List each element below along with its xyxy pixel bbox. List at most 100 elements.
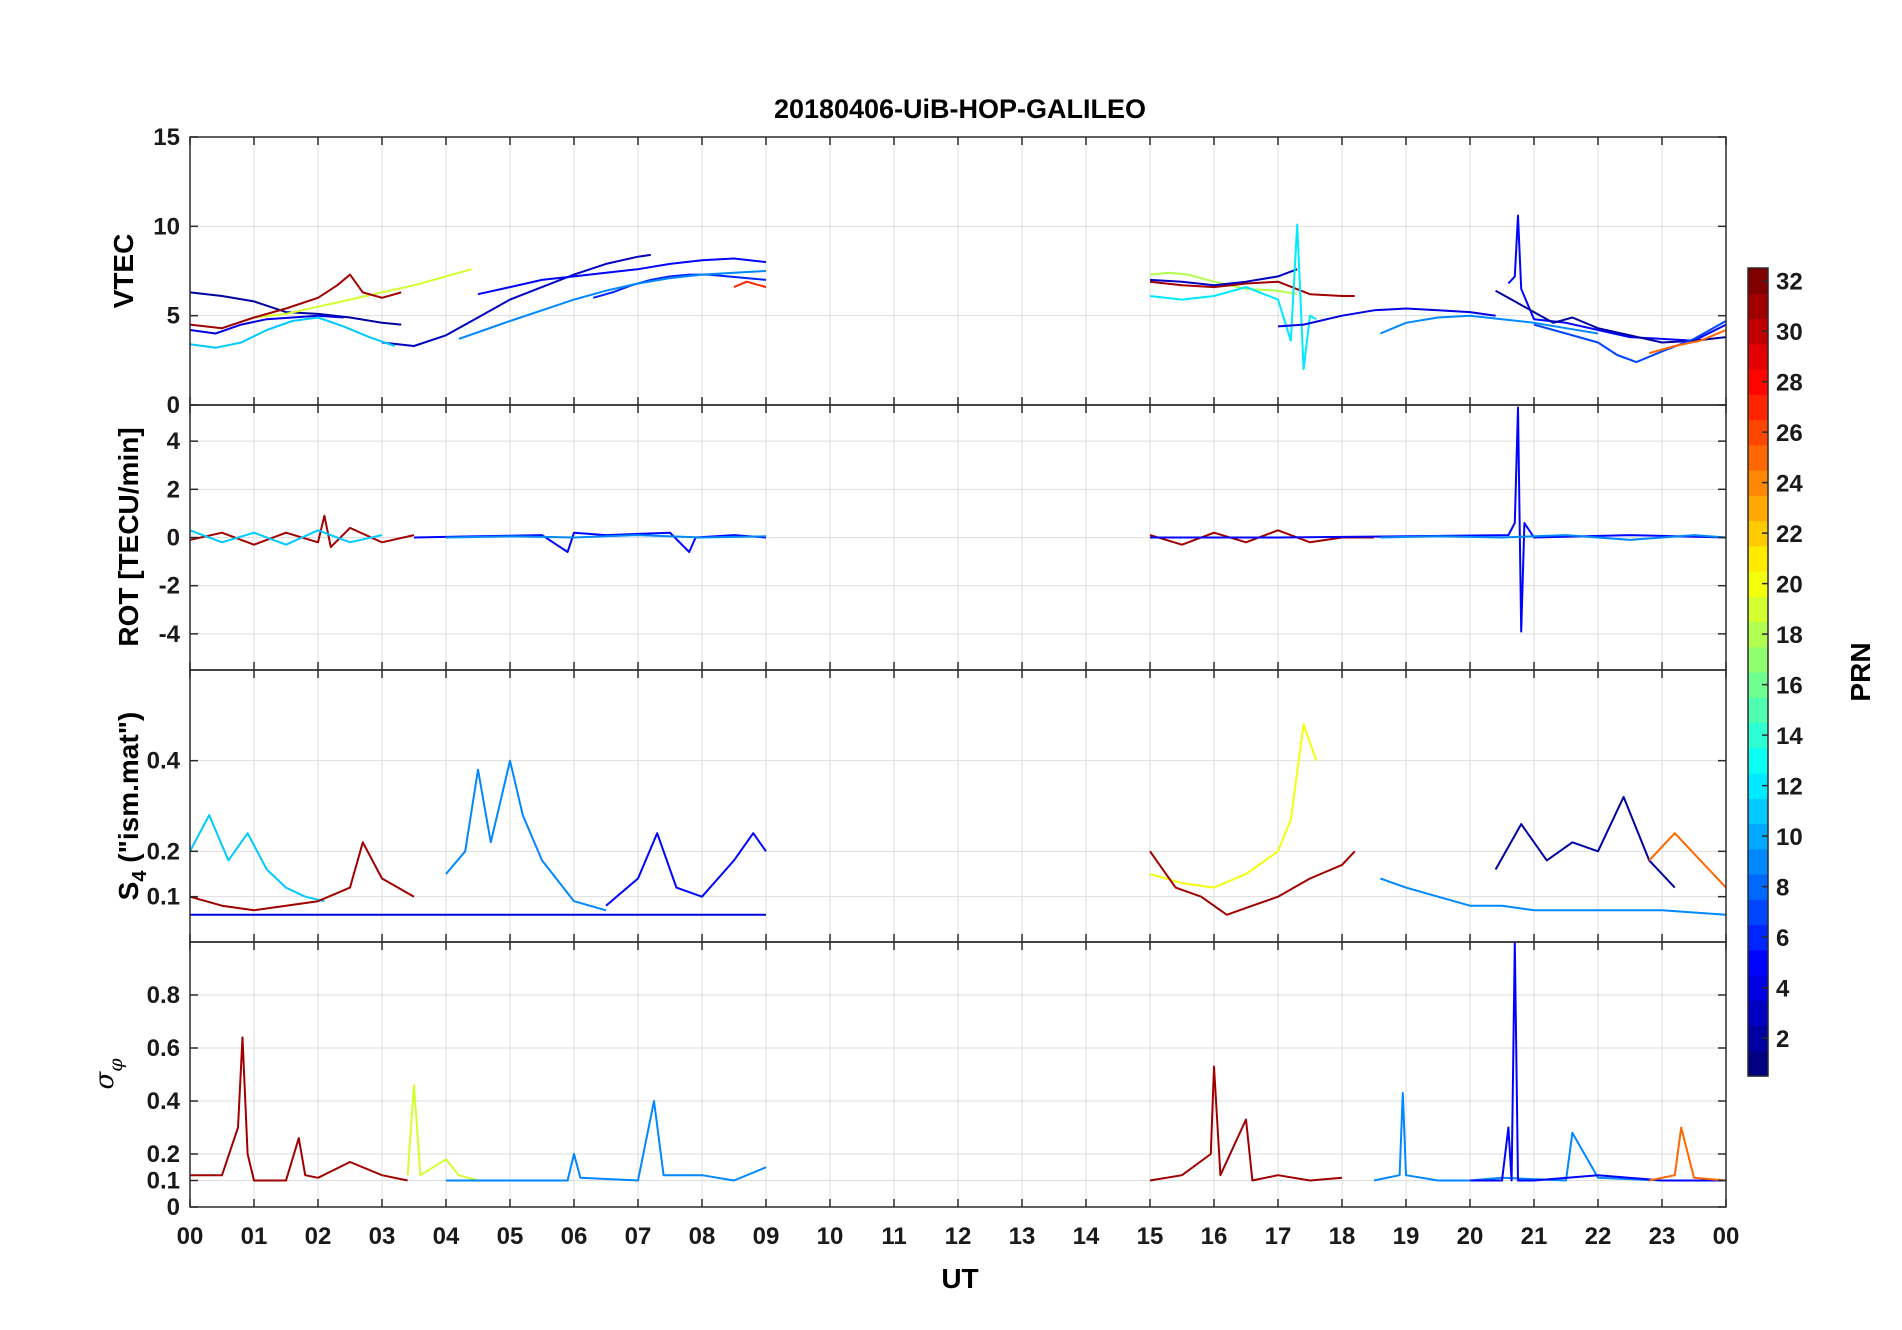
colorbar-tick-label: 6 — [1776, 925, 1789, 952]
colorbar-tick-label: 18 — [1776, 622, 1803, 649]
colorbar-segment — [1748, 949, 1768, 976]
colorbar-segment — [1748, 697, 1768, 724]
colorbar-segment — [1748, 444, 1768, 471]
x-tick-label: 13 — [1009, 1223, 1036, 1250]
panel-s4: 0.1 0.2 0.4 S4 ("ism.mat") — [113, 669, 1727, 943]
series-rot-prn-31 — [1149, 529, 1374, 546]
colorbar-tick-label: 24 — [1776, 471, 1803, 498]
x-tick-label: 19 — [1393, 1223, 1420, 1250]
y-label-vtec: VTEC — [108, 234, 139, 309]
colorbar-segment — [1748, 318, 1768, 345]
series-group-s4 — [190, 723, 1726, 916]
y-ticks-s4: 0.1 0.2 0.4 — [147, 670, 1727, 942]
panel-vtec: 0 5 10 15 VTEC — [108, 124, 1727, 419]
colorbar-segment — [1748, 596, 1768, 623]
series-vtec-prn-12 — [1149, 223, 1317, 371]
series-vtec-prn-9 — [458, 270, 767, 340]
colorbar-segment — [1748, 621, 1768, 648]
y-ticks-vtec: 0 5 10 15 — [153, 124, 1727, 419]
y-ticks-rot: -4 -2 0 2 4 — [159, 405, 1727, 670]
colorbar-segment — [1748, 798, 1768, 825]
y-tick-label-vtec: 10 — [153, 213, 180, 240]
y-tick-label-sigma_phi: 0 — [167, 1194, 180, 1221]
series-s4-prn-11 — [190, 814, 325, 903]
colorbar-segment — [1748, 773, 1768, 799]
x-tick-label: 17 — [1265, 1223, 1292, 1250]
series-s4-prn-31 — [1149, 850, 1356, 916]
x-tick-label: 15 — [1137, 1223, 1164, 1250]
series-vtec-prn-4 — [1277, 307, 1496, 328]
series-vtec-prn-4 — [190, 314, 344, 335]
colorbar-segment — [1748, 470, 1768, 496]
x-tick-label: 16 — [1201, 1223, 1228, 1250]
colorbar-segment — [1748, 495, 1768, 522]
colorbar-segment — [1748, 293, 1768, 320]
series-s4-prn-9 — [445, 759, 607, 912]
colorbar-frame — [1747, 267, 1769, 1077]
colorbar-segment — [1748, 545, 1768, 572]
colorbar-tick-label: 10 — [1776, 824, 1803, 851]
series-vtec-prn-18 — [1149, 271, 1298, 296]
colorbar-tick-label: 32 — [1776, 269, 1803, 296]
series-s4-prn-5 — [605, 832, 767, 907]
x-tick-label: 22 — [1585, 1223, 1612, 1250]
panel-sigma-phi: 00.10.2 0.4 0.6 0.8 σφ — [90, 941, 1727, 1221]
x-axis-label: UT — [941, 1263, 978, 1294]
y-label-sigma-phi: σφ — [90, 1058, 127, 1090]
colorbar-tick-label: 12 — [1776, 774, 1803, 801]
x-tick-label: 07 — [625, 1223, 652, 1250]
y-tick-label-sigma_phi: 0.6 — [147, 1035, 180, 1062]
series-s4-prn-25 — [1648, 832, 1726, 889]
colorbar-label: PRN — [1845, 642, 1876, 701]
x-tick-label: 06 — [561, 1223, 588, 1250]
y-tick-label-rot: -2 — [159, 573, 180, 600]
series-vtec-prn-25 — [1648, 329, 1726, 355]
y-tick-label-sigma_phi: 0.2 — [147, 1141, 180, 1168]
colorbar-gradient — [1748, 268, 1768, 1077]
x-tick-label: 20 — [1457, 1223, 1484, 1250]
colorbar-tick-label: 8 — [1776, 875, 1789, 902]
y-label-rot: ROT [TECU/min] — [113, 427, 144, 646]
series-s4-prn-31 — [190, 841, 415, 912]
series-vtec-prn-5 — [1507, 214, 1726, 342]
y-tick-label-rot: 2 — [167, 476, 180, 503]
x-tick-label: 08 — [689, 1223, 716, 1250]
y-tick-label-vtec: 0 — [167, 392, 180, 419]
series-group-rot — [190, 406, 1726, 633]
grid-vtec — [189, 136, 1727, 406]
colorbar-segment — [1748, 1050, 1768, 1077]
x-tick-label: 00 — [1713, 1223, 1740, 1250]
series-rot-prn-5 — [413, 531, 767, 553]
x-tick-label: 05 — [497, 1223, 524, 1250]
x-tick-label: 14 — [1073, 1223, 1100, 1250]
colorbar-tick-label: 16 — [1776, 673, 1803, 700]
x-tick-label: 03 — [369, 1223, 396, 1250]
series-sigma_phi-prn-25 — [1648, 1126, 1726, 1182]
series-rot-prn-31 — [190, 514, 415, 549]
series-sigma_phi-prn-9 — [1373, 1092, 1726, 1182]
x-tick-label: 00 — [177, 1223, 204, 1250]
series-rot-prn-9 — [1380, 534, 1726, 541]
y-tick-label-rot: 4 — [167, 428, 181, 455]
series-vtec-prn-5 — [477, 257, 767, 296]
series-vtec-prn-27 — [733, 280, 767, 289]
series-sigma_phi-prn-31 — [190, 1036, 408, 1182]
x-tick-label: 04 — [433, 1223, 460, 1250]
x-tick-label: 11 — [881, 1223, 906, 1250]
series-vtec-prn-19 — [253, 268, 472, 319]
series-vtec-prn-9 — [1380, 314, 1599, 335]
series-vtec-prn-2 — [1495, 289, 1726, 344]
series-rot-prn-5 — [1150, 406, 1726, 633]
series-sigma_phi-prn-19 — [406, 1084, 479, 1182]
colorbar-segment — [1748, 722, 1768, 749]
y-tick-label-sigma_phi: 0.8 — [147, 982, 180, 1009]
x-tick-label: 02 — [305, 1223, 332, 1250]
y-tick-label-vtec: 5 — [167, 303, 180, 330]
series-vtec-prn-3 — [381, 253, 651, 347]
colorbar-segment — [1748, 747, 1768, 774]
colorbar-segment — [1748, 672, 1768, 698]
y-label-s4: S4 ("ism.mat") — [113, 712, 151, 901]
